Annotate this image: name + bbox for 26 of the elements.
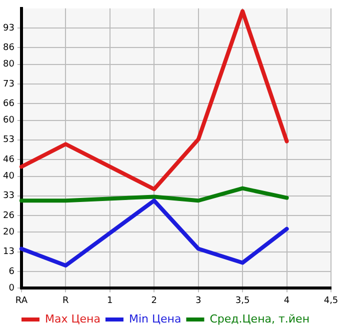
legend-label: Max Цена xyxy=(44,312,100,326)
x-tick-label: 3,5 xyxy=(235,296,250,306)
x-tick-label: RA xyxy=(15,296,28,306)
x-tick-label: 2 xyxy=(151,296,157,306)
y-tick-label: 60 xyxy=(3,116,15,126)
y-tick-label: 93 xyxy=(3,23,14,34)
x-tick-label: 1 xyxy=(107,296,113,306)
legend-label: Min Цена xyxy=(128,312,182,326)
y-tick-label: 0 xyxy=(8,284,15,294)
y-tick-label: 46 xyxy=(3,154,15,165)
y-tick-label: 80 xyxy=(3,60,15,70)
legend-label: Сред.Цена, т.йен xyxy=(210,312,310,326)
y-tick-label: 40 xyxy=(3,172,15,182)
x-tick-label: 3 xyxy=(195,296,202,306)
y-tick-label: 73 xyxy=(3,79,14,90)
x-tick-label: 4,5 xyxy=(324,296,338,306)
y-tick-label: 86 xyxy=(3,42,15,53)
y-tick-label: 26 xyxy=(3,210,15,221)
y-tick-label: 53 xyxy=(3,135,14,146)
y-tick-label: 13 xyxy=(3,247,14,258)
x-tick-label: 4 xyxy=(284,296,290,306)
y-tick-label: 20 xyxy=(3,228,15,238)
y-tick-label: 66 xyxy=(3,98,15,109)
x-tick-label: R xyxy=(62,296,69,306)
y-tick-label: 33 xyxy=(3,191,14,202)
y-tick-label: 6 xyxy=(8,266,15,277)
